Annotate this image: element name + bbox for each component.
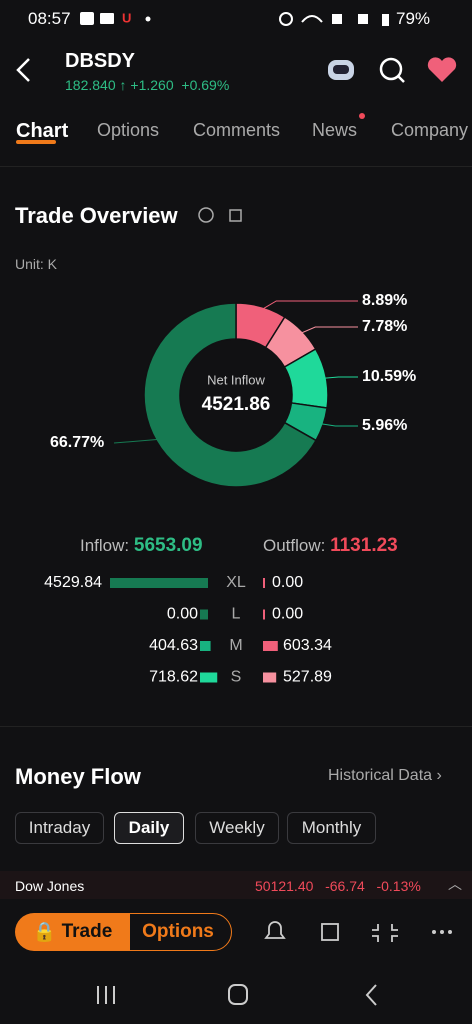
- ticker-change: -66.74: [325, 878, 365, 894]
- change: +1.260: [130, 77, 174, 93]
- outflow-bar: [263, 641, 278, 651]
- leader-line: [322, 376, 358, 379]
- outflow-amount: 0.00: [272, 574, 303, 591]
- period-button[interactable]: Intraday: [15, 812, 104, 844]
- outflow-value: 1131.23: [330, 535, 398, 556]
- svg-text:U: U: [122, 10, 131, 25]
- inflow-amount: 718.62: [149, 669, 198, 686]
- outflow-label: Outflow:: [263, 536, 326, 555]
- inflow-bar: [200, 672, 218, 683]
- status-icons-right: [279, 12, 389, 26]
- segment-label: 66.77%: [50, 434, 104, 451]
- news-dot: [359, 113, 365, 119]
- divider: [0, 166, 472, 167]
- donut-chart: Net Inflow 4521.86 8.89% 7.78% 10.59% 5.96%…: [50, 292, 416, 488]
- outflow-bar: [263, 609, 265, 620]
- symbol: DBSDY: [65, 50, 136, 72]
- leader-line: [260, 300, 358, 311]
- status-icons: U: [80, 10, 151, 25]
- back-button[interactable]: [12, 56, 36, 84]
- inflow-value: 5653.09: [133, 535, 203, 556]
- outflow-amount: 603.34: [283, 637, 332, 654]
- inflow-amount: 0.00: [167, 606, 198, 623]
- time: 08:57: [28, 9, 71, 28]
- inflow: Inflow: 5653.09: [80, 535, 203, 557]
- period-button[interactable]: Monthly: [287, 812, 376, 844]
- inflow-bar: [200, 641, 211, 651]
- period-button[interactable]: Daily: [114, 812, 184, 844]
- size-label: M: [229, 637, 242, 654]
- nav-bar[interactable]: [0, 970, 472, 1020]
- segment-label: 10.59%: [362, 368, 416, 385]
- tab[interactable]: Comments: [193, 120, 281, 140]
- tab[interactable]: Options: [97, 120, 160, 140]
- section-title: Trade Overview: [15, 203, 178, 228]
- trade-button[interactable]: 🔒 Trade: [15, 913, 130, 951]
- size-label: S: [231, 669, 242, 686]
- battery: 79%: [396, 9, 431, 28]
- options-label[interactable]: Options: [142, 921, 214, 942]
- leader-line: [113, 438, 160, 444]
- outflow-bar: [263, 578, 265, 588]
- section-title: Money Flow: [15, 764, 141, 789]
- leader-line: [299, 326, 358, 335]
- ticker-pct: -0.13%: [376, 878, 421, 894]
- tab[interactable]: Chart: [16, 120, 69, 142]
- bottom-icons[interactable]: [258, 916, 458, 948]
- leader-line: [319, 422, 358, 427]
- trade-label[interactable]: Trade: [61, 921, 113, 942]
- inflow-label: Inflow:: [80, 536, 130, 555]
- segment-label: 7.78%: [362, 318, 407, 335]
- inflow-bar: [200, 609, 208, 620]
- unit: Unit: K: [15, 256, 58, 272]
- inflow-amount: 4529.84: [44, 574, 102, 591]
- inflow-amount: 404.63: [149, 637, 198, 654]
- flow-table: 4529.84 XL 0.00 0.00 L 0.00 404.63 M 603.34 718.6…: [44, 574, 332, 686]
- outflow: Outflow: 1131.23: [263, 535, 398, 557]
- size-label: L: [232, 606, 241, 623]
- price-line: 182.840 ↑ +1.260 +0.69%: [65, 77, 230, 93]
- ticker-name: Dow Jones: [15, 878, 85, 894]
- header-icons[interactable]: [324, 54, 460, 86]
- period-button[interactable]: Weekly: [195, 812, 279, 844]
- ticker-expand[interactable]: ︿: [448, 876, 462, 892]
- segment-label: 5.96%: [362, 417, 407, 434]
- center-value: 4521.86: [202, 394, 271, 415]
- ticker-bar: [0, 871, 472, 899]
- change-pct: +0.69%: [181, 77, 230, 93]
- ticker-value: 50121.40: [255, 878, 314, 894]
- info-icons[interactable]: [198, 206, 248, 224]
- link-text[interactable]: Historical Data: [328, 767, 433, 784]
- outflow-bar: [263, 672, 277, 683]
- center-label: Net Inflow: [207, 372, 265, 387]
- outflow-amount: 0.00: [272, 606, 303, 623]
- tab[interactable]: Company: [391, 120, 469, 140]
- donut-segment: [143, 302, 318, 488]
- historical-link[interactable]: Historical Data ›: [328, 767, 442, 784]
- tab[interactable]: News: [312, 120, 358, 140]
- size-label: XL: [226, 574, 246, 591]
- segment-label: 8.89%: [362, 292, 407, 309]
- options-button[interactable]: Options: [124, 913, 232, 951]
- price: 182.840: [65, 77, 116, 93]
- tab-indicator: [16, 140, 56, 144]
- ticker-values: 50121.40 -66.74 -0.13%: [255, 878, 421, 894]
- inflow-bar: [110, 578, 208, 588]
- outflow-amount: 527.89: [283, 669, 332, 686]
- divider: [0, 726, 472, 727]
